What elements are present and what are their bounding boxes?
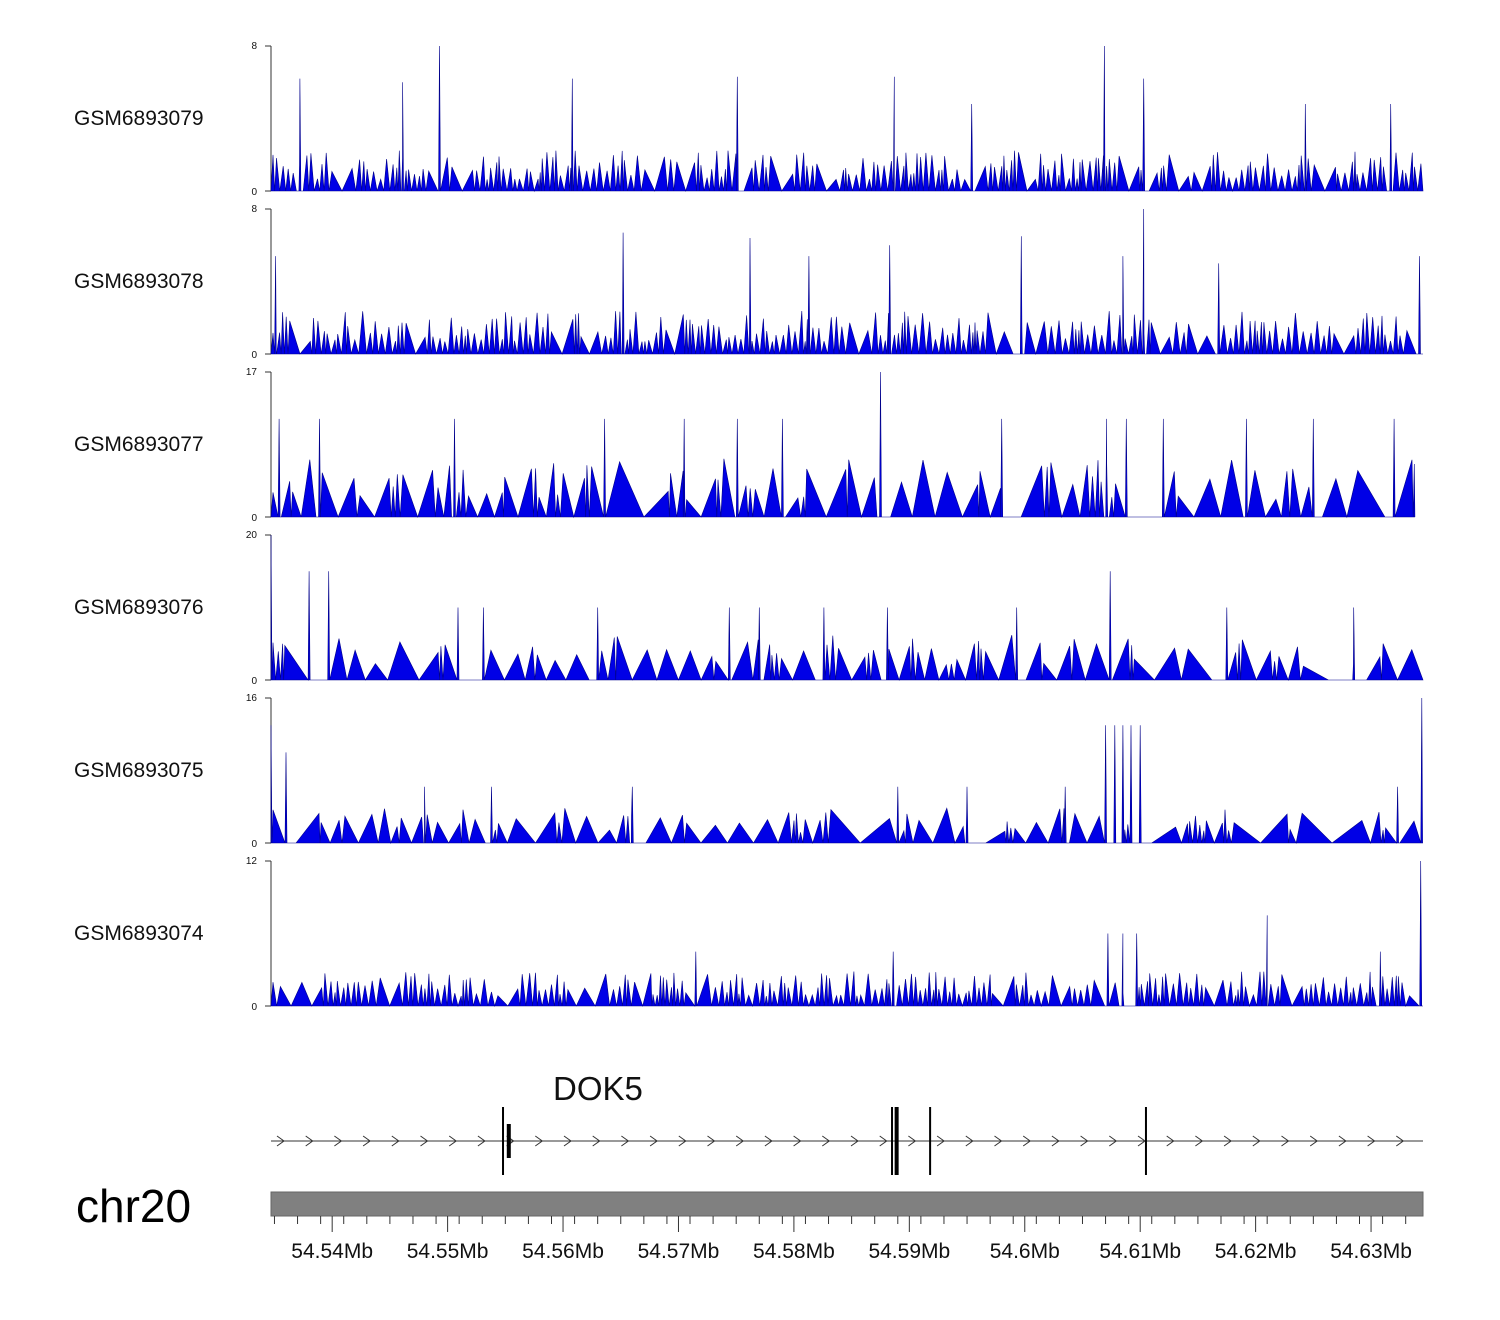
strand-arrow <box>305 1135 314 1147</box>
x-tick-label: 54.61Mb <box>1099 1240 1181 1263</box>
strand-arrow <box>477 1135 486 1147</box>
y-min-label: 0 <box>251 1002 257 1013</box>
strand-arrow <box>879 1135 888 1147</box>
y-max-label: 8 <box>251 41 257 52</box>
y-max-label: 16 <box>246 693 258 704</box>
strand-arrow <box>1195 1135 1204 1147</box>
x-tick-label: 54.58Mb <box>753 1240 835 1263</box>
strand-arrow <box>1252 1135 1261 1147</box>
strand-arrow <box>1309 1135 1319 1147</box>
track-GSM6893079: GSM6893079 8 0 <box>74 41 1424 198</box>
coverage-area <box>270 860 1423 1008</box>
strand-arrow <box>764 1135 773 1147</box>
y-max-label: 12 <box>246 856 258 867</box>
track-label: GSM6893074 <box>74 922 204 945</box>
track-GSM6893078: GSM6893078 8 0 <box>74 204 1423 361</box>
x-tick-label: 54.59Mb <box>868 1240 950 1263</box>
strand-arrow <box>1367 1135 1376 1147</box>
strand-arrow <box>1396 1135 1405 1147</box>
track-GSM6893074: GSM6893074 12 0 <box>74 856 1423 1013</box>
x-tick-label: 54.6Mb <box>990 1240 1060 1263</box>
coverage-area <box>270 697 1423 845</box>
strand-arrow <box>1338 1135 1347 1147</box>
strand-arrow <box>965 1135 974 1147</box>
track-label: GSM6893075 <box>74 759 204 782</box>
strand-arrow <box>793 1135 802 1147</box>
x-tick-label: 54.54Mb <box>291 1240 373 1263</box>
strand-arrow <box>563 1135 572 1147</box>
strand-arrow <box>391 1135 400 1147</box>
chromosome-label: chr20 <box>76 1180 191 1232</box>
strand-arrow <box>678 1135 687 1147</box>
coverage-tracks: GSM689307980GSM689307880GSM6893077170GSM… <box>74 41 1424 1013</box>
track-label: GSM6893079 <box>74 107 204 130</box>
strand-arrow <box>621 1135 630 1147</box>
track-GSM6893075: GSM6893075 16 0 <box>74 693 1423 850</box>
gene-name-label: DOK5 <box>553 1070 643 1107</box>
coverage-area <box>270 534 1424 682</box>
strand-arrow <box>1080 1135 1089 1147</box>
strand-arrow <box>420 1135 429 1147</box>
strand-arrow <box>908 1135 917 1147</box>
y-max-label: 17 <box>246 367 258 378</box>
track-label: GSM6893077 <box>74 433 204 456</box>
chromosome-bar <box>270 1191 1424 1217</box>
strand-arrow <box>936 1135 945 1147</box>
strand-arrow <box>822 1135 831 1147</box>
strand-arrow <box>276 1135 285 1147</box>
x-tick-label: 54.62Mb <box>1215 1240 1297 1263</box>
track-GSM6893077: GSM6893077 17 0 <box>74 367 1416 524</box>
y-max-label: 8 <box>251 204 257 215</box>
y-min-label: 0 <box>251 187 257 198</box>
strand-arrow <box>735 1135 745 1147</box>
strand-arrow <box>850 1135 859 1147</box>
y-min-label: 0 <box>251 676 257 687</box>
x-tick-label: 54.56Mb <box>522 1240 604 1263</box>
track-GSM6893076: GSM6893076 20 0 <box>74 530 1424 687</box>
strand-arrow <box>334 1135 343 1147</box>
x-tick-label: 54.57Mb <box>638 1240 720 1263</box>
strand-arrow <box>535 1135 544 1147</box>
y-max-label: 20 <box>246 530 258 541</box>
track-label: GSM6893078 <box>74 270 204 293</box>
coverage-area <box>270 208 1423 356</box>
track-label: GSM6893076 <box>74 596 204 619</box>
coverage-area <box>270 371 1416 519</box>
strand-arrow <box>448 1135 458 1147</box>
strand-arrow <box>1166 1135 1175 1147</box>
strand-arrow <box>1022 1135 1032 1147</box>
y-min-label: 0 <box>251 839 257 850</box>
y-min-label: 0 <box>251 350 257 361</box>
strand-arrow <box>649 1135 658 1147</box>
strand-arrow <box>994 1135 1003 1147</box>
x-tick-label: 54.63Mb <box>1330 1240 1412 1263</box>
strand-arrow <box>1223 1135 1232 1147</box>
strand-arrow <box>592 1135 601 1147</box>
x-tick-label: 54.55Mb <box>407 1240 489 1263</box>
y-min-label: 0 <box>251 513 257 524</box>
strand-arrow <box>362 1135 371 1147</box>
strand-arrow <box>1051 1135 1060 1147</box>
strand-arrow <box>1281 1135 1290 1147</box>
strand-arrow <box>1109 1135 1118 1147</box>
strand-arrow <box>707 1135 716 1147</box>
gene-track: DOK5 <box>271 1070 1423 1175</box>
chromosome-axis: chr20 54.54Mb 54.55Mb 54.56Mb 54.57Mb 54.58M… <box>76 1180 1424 1263</box>
coverage-area <box>270 45 1424 193</box>
